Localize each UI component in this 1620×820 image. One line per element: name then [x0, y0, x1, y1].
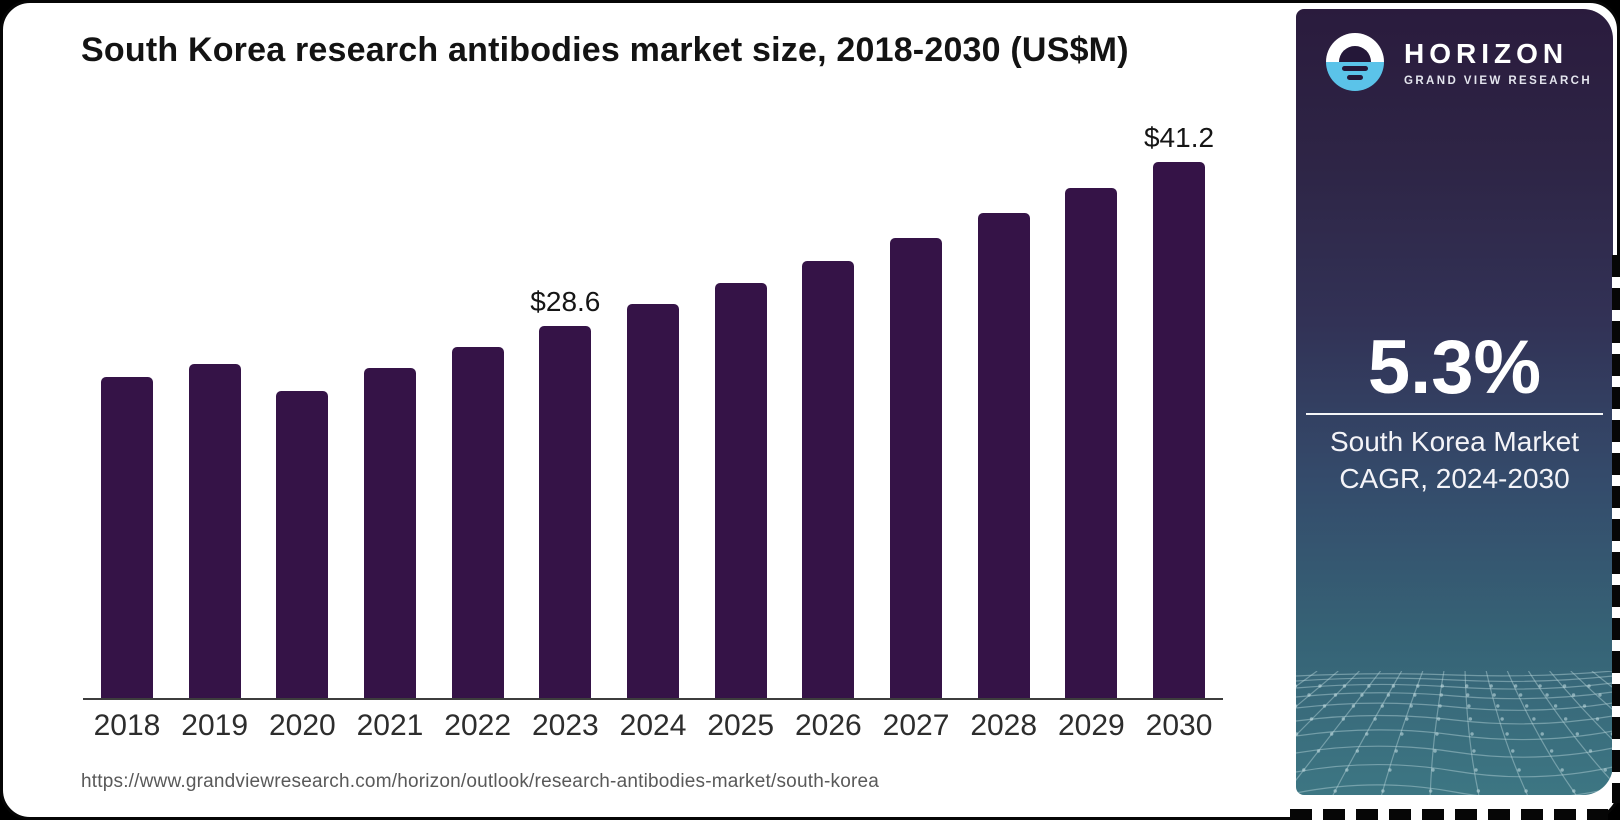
- perforation-marks-bottom: [1290, 809, 1608, 820]
- x-axis-label-2026: 2026: [794, 709, 862, 742]
- x-axis-label-2024: 2024: [619, 709, 687, 742]
- x-axis-label-2030: 2030: [1145, 709, 1213, 742]
- x-axis-label-2023: 2023: [531, 709, 599, 742]
- bar-2024: [627, 304, 680, 698]
- cagr-value: 5.3%: [1367, 325, 1542, 410]
- x-axis-label-2028: 2028: [970, 709, 1038, 742]
- x-axis-label-2020: 2020: [268, 709, 336, 742]
- x-axis-label-2019: 2019: [181, 709, 249, 742]
- bar-value-label-2023: $28.6: [530, 286, 601, 317]
- bar-2027: [890, 238, 943, 698]
- x-axis-label-2021: 2021: [356, 709, 424, 742]
- bar-2020: [276, 391, 329, 698]
- logo-line-2: [1347, 75, 1363, 80]
- x-axis-label-2025: 2025: [707, 709, 775, 742]
- bar-2019: [188, 364, 241, 698]
- bar-2025: [714, 283, 767, 698]
- x-axis-labels: 2018 2019 2020 2021 2022 2023 2024 2025 2026 2027…: [83, 709, 1223, 745]
- sidebar-panel: HORIZON GRAND VIEW RESEARCH 5.3% South K…: [1296, 9, 1613, 795]
- x-axis-line: [83, 698, 1223, 700]
- x-axis-label-2022: 2022: [444, 709, 512, 742]
- brand-row: HORIZON GRAND VIEW RESEARCH: [1326, 33, 1592, 91]
- bar-2028: [977, 213, 1030, 698]
- perforation-marks-right: [1612, 255, 1620, 803]
- x-axis-label-2027: 2027: [882, 709, 950, 742]
- source-url: https://www.grandviewresearch.com/horizo…: [81, 771, 880, 792]
- brand-text: HORIZON GRAND VIEW RESEARCH: [1404, 38, 1592, 87]
- bar-2023: [539, 326, 592, 698]
- wireframe-mesh-graphic: [1296, 671, 1613, 795]
- bar-value-label-2030: $41.2: [1143, 122, 1215, 153]
- plot-area: $28.6 $41.2: [83, 122, 1223, 698]
- cagr-caption: South Korea Market CAGR, 2024-2030: [1329, 426, 1580, 494]
- chart-title: South Korea research antibodies market s…: [81, 31, 1129, 69]
- stat-divider: [1306, 413, 1603, 415]
- logo-dome-shape: [1339, 46, 1371, 62]
- x-axis-label-2029: 2029: [1057, 709, 1125, 742]
- brand-name: HORIZON: [1404, 37, 1569, 69]
- horizon-sun-icon: [1326, 33, 1384, 91]
- brand-tagline: GRAND VIEW RESEARCH: [1404, 74, 1593, 87]
- x-axis-label-2018: 2018: [93, 709, 161, 742]
- bar-2026: [802, 261, 855, 698]
- logo-line-1: [1342, 66, 1368, 71]
- bar-2018: [101, 377, 153, 698]
- bar-2022: [451, 347, 504, 698]
- bar-2030: [1153, 162, 1206, 698]
- bar-2029: [1065, 188, 1118, 698]
- bar-2021: [364, 368, 416, 698]
